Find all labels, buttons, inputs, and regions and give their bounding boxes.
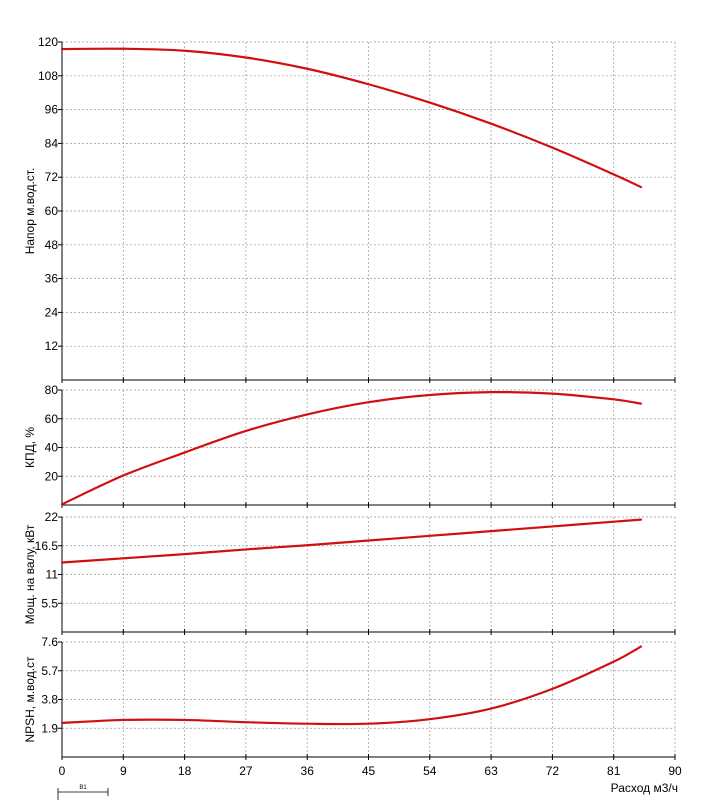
x-tick-label: 27 bbox=[239, 764, 253, 778]
y-tick-label: 72 bbox=[45, 170, 59, 184]
x-tick-label: 0 bbox=[59, 764, 66, 778]
curve-line-2 bbox=[60, 391, 643, 506]
y-tick-label: 20 bbox=[45, 469, 59, 483]
y-tick-label: 60 bbox=[45, 204, 59, 218]
x-tick-label: 9 bbox=[120, 764, 127, 778]
y-tick-label: 1.9 bbox=[41, 721, 58, 735]
x-tick-label: 81 bbox=[607, 764, 621, 778]
x-tick-label: 18 bbox=[178, 764, 192, 778]
operating-range-label: B1 bbox=[79, 785, 87, 791]
y-tick-label: 22 bbox=[45, 510, 59, 524]
x-tick-label: 45 bbox=[362, 764, 376, 778]
y-tick-label: 7.6 bbox=[41, 635, 58, 649]
y-tick-label: 80 bbox=[45, 383, 59, 397]
y-tick-label: 5.5 bbox=[41, 596, 58, 610]
curve-line-4 bbox=[60, 645, 643, 726]
x-tick-label: 72 bbox=[546, 764, 560, 778]
curve-line-1 bbox=[60, 47, 643, 189]
y-axis-title: КПД, % bbox=[23, 427, 37, 468]
y-tick-label: 12 bbox=[45, 339, 59, 353]
y-tick-label: 5.7 bbox=[41, 664, 58, 678]
axis-layer bbox=[58, 41, 676, 760]
y-tick-label: 36 bbox=[45, 272, 59, 286]
curve-layer bbox=[60, 47, 643, 726]
y-tick-label: 84 bbox=[45, 136, 59, 150]
y-axis-title: NPSH, м.вод.ст bbox=[23, 656, 37, 743]
y-tick-label: 108 bbox=[38, 69, 58, 83]
y-tick-label: 60 bbox=[45, 412, 59, 426]
y-tick-label: 120 bbox=[38, 35, 58, 49]
x-tick-label: 36 bbox=[301, 764, 315, 778]
x-tick-label: 54 bbox=[423, 764, 437, 778]
y-tick-label: 3.8 bbox=[41, 693, 58, 707]
grid-layer bbox=[62, 41, 676, 757]
y-tick-label: 96 bbox=[45, 103, 59, 117]
y-tick-label: 40 bbox=[45, 441, 59, 455]
y-axis-title: Напор м.вод.ст. bbox=[23, 168, 37, 255]
y-axis-title: Мощ. на валу, кВт bbox=[23, 524, 37, 624]
y-tick-label: 11 bbox=[46, 568, 59, 582]
y-tick-label: 24 bbox=[45, 305, 59, 319]
y-tick-label: 16.5 bbox=[35, 539, 59, 553]
operating-range-marker: B1 bbox=[57, 785, 109, 800]
x-tick-label: 63 bbox=[484, 764, 498, 778]
y-tick-label: 48 bbox=[45, 238, 59, 252]
x-tick-label: 90 bbox=[668, 764, 682, 778]
label-layer: 12 24 36 48 60 72 84 96 108 120 Напор м.вод.ст. 20 4… bbox=[23, 35, 682, 778]
curve-line-3 bbox=[60, 518, 643, 564]
x-axis-title: Расход м3/ч bbox=[611, 781, 678, 795]
